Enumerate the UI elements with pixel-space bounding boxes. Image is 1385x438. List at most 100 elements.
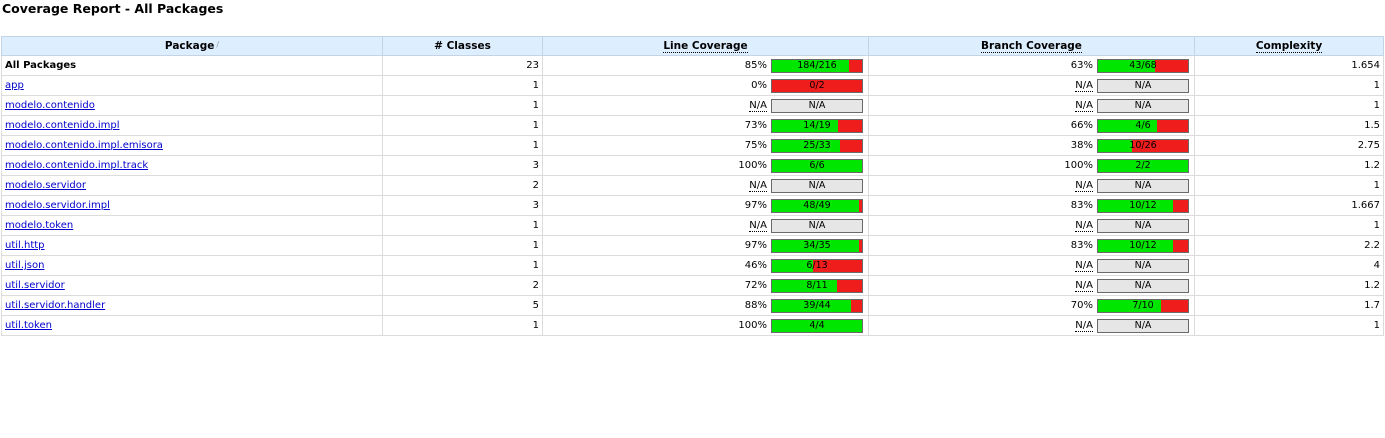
branch-coverage-cell: 63% 43/68 [868, 55, 1195, 76]
branch-coverage-header-label: Branch Coverage [981, 40, 1082, 53]
complexity-value: 1 [1373, 320, 1380, 331]
branch-coverage-bar-label: 43/68 [1129, 59, 1157, 71]
line-coverage-percent: 88% [744, 300, 767, 311]
branch-coverage-column-header[interactable]: Branch Coverage [868, 36, 1195, 56]
line-coverage-cell: 73% 14/19 [542, 115, 869, 136]
classes-count-cell: 3 [382, 155, 543, 176]
classes-header-label: # Classes [434, 40, 491, 52]
line-coverage-column-header[interactable]: Line Coverage [542, 36, 869, 56]
package-link[interactable]: app [5, 80, 24, 91]
classes-count: 1 [532, 220, 539, 231]
classes-count-cell: 5 [382, 295, 543, 316]
package-name-cell: util.token [1, 315, 383, 336]
classes-count: 1 [532, 120, 539, 131]
package-link[interactable]: util.json [5, 260, 45, 271]
branch-coverage-bar-label: N/A [1134, 259, 1152, 271]
package-link[interactable]: modelo.servidor.impl [5, 200, 110, 211]
line-coverage-wrap: 73% 14/19 [546, 118, 865, 133]
branch-coverage-bar: 7/10 [1097, 298, 1189, 313]
branch-coverage-wrap: N/A N/A [872, 98, 1191, 113]
table-row: modelo.servidor.impl 3 97% 48/49 83% 10/1… [1, 195, 1384, 216]
table-row: util.servidor 2 72% 8/11 N/A N/A 1.2 [1, 275, 1384, 296]
classes-count: 3 [532, 160, 539, 171]
package-link[interactable]: modelo.contenido.impl.track [5, 160, 149, 171]
branch-coverage-cell: 38% 10/26 [868, 135, 1195, 156]
branch-coverage-bar-label: N/A [1134, 219, 1152, 231]
branch-coverage-bar: N/A [1097, 98, 1189, 113]
branch-coverage-bar-label: N/A [1134, 319, 1152, 331]
table-row: util.token 1 100% 4/4 N/A N/A 1 [1, 315, 1384, 336]
table-row: modelo.servidor 2 N/A N/A N/A N/A 1 [1, 175, 1384, 196]
line-coverage-bar: N/A [771, 218, 863, 233]
branch-coverage-bar-label: N/A [1134, 99, 1152, 111]
line-coverage-cell: 97% 48/49 [542, 195, 869, 216]
package-column-header[interactable]: Package / [1, 36, 383, 56]
line-coverage-wrap: N/A N/A [546, 218, 865, 233]
complexity-value: 1.667 [1351, 200, 1380, 211]
package-link[interactable]: util.servidor.handler [5, 300, 106, 311]
classes-count-cell: 1 [382, 255, 543, 276]
branch-coverage-fill [1098, 159, 1188, 172]
branch-coverage-fill [1098, 239, 1173, 252]
table-row: All Packages 23 85% 184/216 63% 43/68 1.6… [1, 55, 1384, 76]
branch-coverage-percent: N/A [1075, 279, 1093, 292]
package-link[interactable]: modelo.contenido.impl [5, 120, 120, 131]
classes-column-header[interactable]: # Classes [382, 36, 543, 56]
line-coverage-bar: N/A [771, 178, 863, 193]
line-coverage-bar-label: 184/216 [797, 59, 837, 71]
package-link[interactable]: util.servidor [5, 280, 65, 291]
branch-coverage-cell: N/A N/A [868, 275, 1195, 296]
branch-coverage-percent: N/A [1075, 79, 1093, 92]
package-name-cell: modelo.token [1, 215, 383, 236]
classes-count: 1 [532, 260, 539, 271]
classes-count-cell: 1 [382, 115, 543, 136]
package-link[interactable]: modelo.contenido [5, 100, 95, 111]
package-link[interactable]: modelo.contenido.impl.emisora [5, 140, 163, 151]
branch-coverage-percent: N/A [1075, 219, 1093, 232]
complexity-column-header[interactable]: Complexity [1194, 36, 1384, 56]
branch-coverage-cell: N/A N/A [868, 95, 1195, 116]
branch-coverage-cell: 83% 10/12 [868, 195, 1195, 216]
branch-coverage-bar-label: N/A [1134, 79, 1152, 91]
line-coverage-fill [772, 259, 814, 272]
branch-coverage-bar-label: N/A [1134, 279, 1152, 291]
branch-coverage-percent: 70% [1070, 300, 1093, 311]
complexity-cell: 1.7 [1194, 295, 1384, 316]
package-link[interactable]: modelo.token [5, 220, 74, 231]
line-coverage-fill [772, 299, 852, 312]
branch-coverage-cell: 83% 10/12 [868, 235, 1195, 256]
classes-count: 1 [532, 240, 539, 251]
classes-count-cell: 23 [382, 55, 543, 76]
package-link[interactable]: modelo.servidor [5, 180, 87, 191]
complexity-value: 1.2 [1364, 280, 1380, 291]
line-coverage-percent: 97% [744, 200, 767, 211]
branch-coverage-wrap: 38% 10/26 [872, 138, 1191, 153]
package-name-cell: util.servidor [1, 275, 383, 296]
complexity-cell: 1 [1194, 315, 1384, 336]
line-coverage-cell: 85% 184/216 [542, 55, 869, 76]
classes-count: 1 [532, 140, 539, 151]
table-row: util.http 1 97% 34/35 83% 10/12 2.2 [1, 235, 1384, 256]
line-coverage-bar: 8/11 [771, 278, 863, 293]
branch-coverage-bar: 10/12 [1097, 198, 1189, 213]
line-coverage-cell: 97% 34/35 [542, 235, 869, 256]
branch-coverage-wrap: 70% 7/10 [872, 298, 1191, 313]
package-link[interactable]: util.token [5, 320, 52, 331]
branch-coverage-bar: N/A [1097, 278, 1189, 293]
complexity-value: 1.2 [1364, 160, 1380, 171]
line-coverage-wrap: 0% 0/2 [546, 78, 865, 93]
classes-count-cell: 1 [382, 95, 543, 116]
line-coverage-percent: N/A [749, 219, 767, 232]
complexity-value: 1.654 [1351, 60, 1380, 71]
package-link[interactable]: util.http [5, 240, 45, 251]
branch-coverage-bar: N/A [1097, 218, 1189, 233]
branch-coverage-percent: N/A [1075, 259, 1093, 272]
line-coverage-cell: 46% 6/13 [542, 255, 869, 276]
line-coverage-wrap: 75% 25/33 [546, 138, 865, 153]
line-coverage-percent: N/A [749, 179, 767, 192]
classes-count-cell: 3 [382, 195, 543, 216]
branch-coverage-bar-label: N/A [1134, 179, 1152, 191]
complexity-cell: 4 [1194, 255, 1384, 276]
line-coverage-bar: N/A [771, 98, 863, 113]
complexity-cell: 2.2 [1194, 235, 1384, 256]
